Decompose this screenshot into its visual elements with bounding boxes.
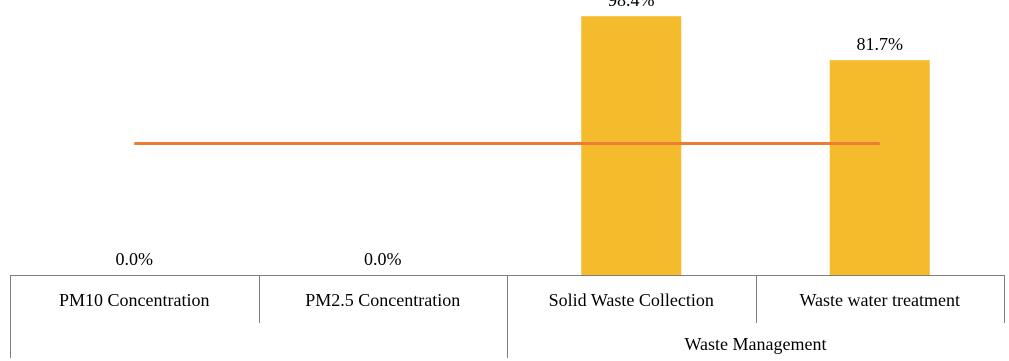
bar-3 — [581, 16, 682, 275]
bar-4 — [829, 60, 930, 276]
group-label-2: Waste Management — [685, 334, 827, 354]
bars-layer — [581, 16, 930, 276]
data-label-4: 81.7% — [857, 34, 904, 54]
category-label-1: PM10 Concentration — [59, 290, 210, 310]
category-label-2: PM2.5 Concentration — [305, 290, 460, 310]
category-label-3: Solid Waste Collection — [549, 290, 714, 310]
category-axis: PM10 Concentration PM2.5 Concentration Sol… — [10, 275, 1005, 358]
data-label-3: 98.4% — [608, 0, 655, 10]
category-label-4: Waste water treatment — [800, 290, 960, 310]
data-label-2: 0.0% — [364, 249, 402, 269]
data-labels-layer: 0.0% 0.0% 98.4% 81.7% — [116, 0, 904, 269]
data-label-1: 0.0% — [116, 249, 154, 269]
